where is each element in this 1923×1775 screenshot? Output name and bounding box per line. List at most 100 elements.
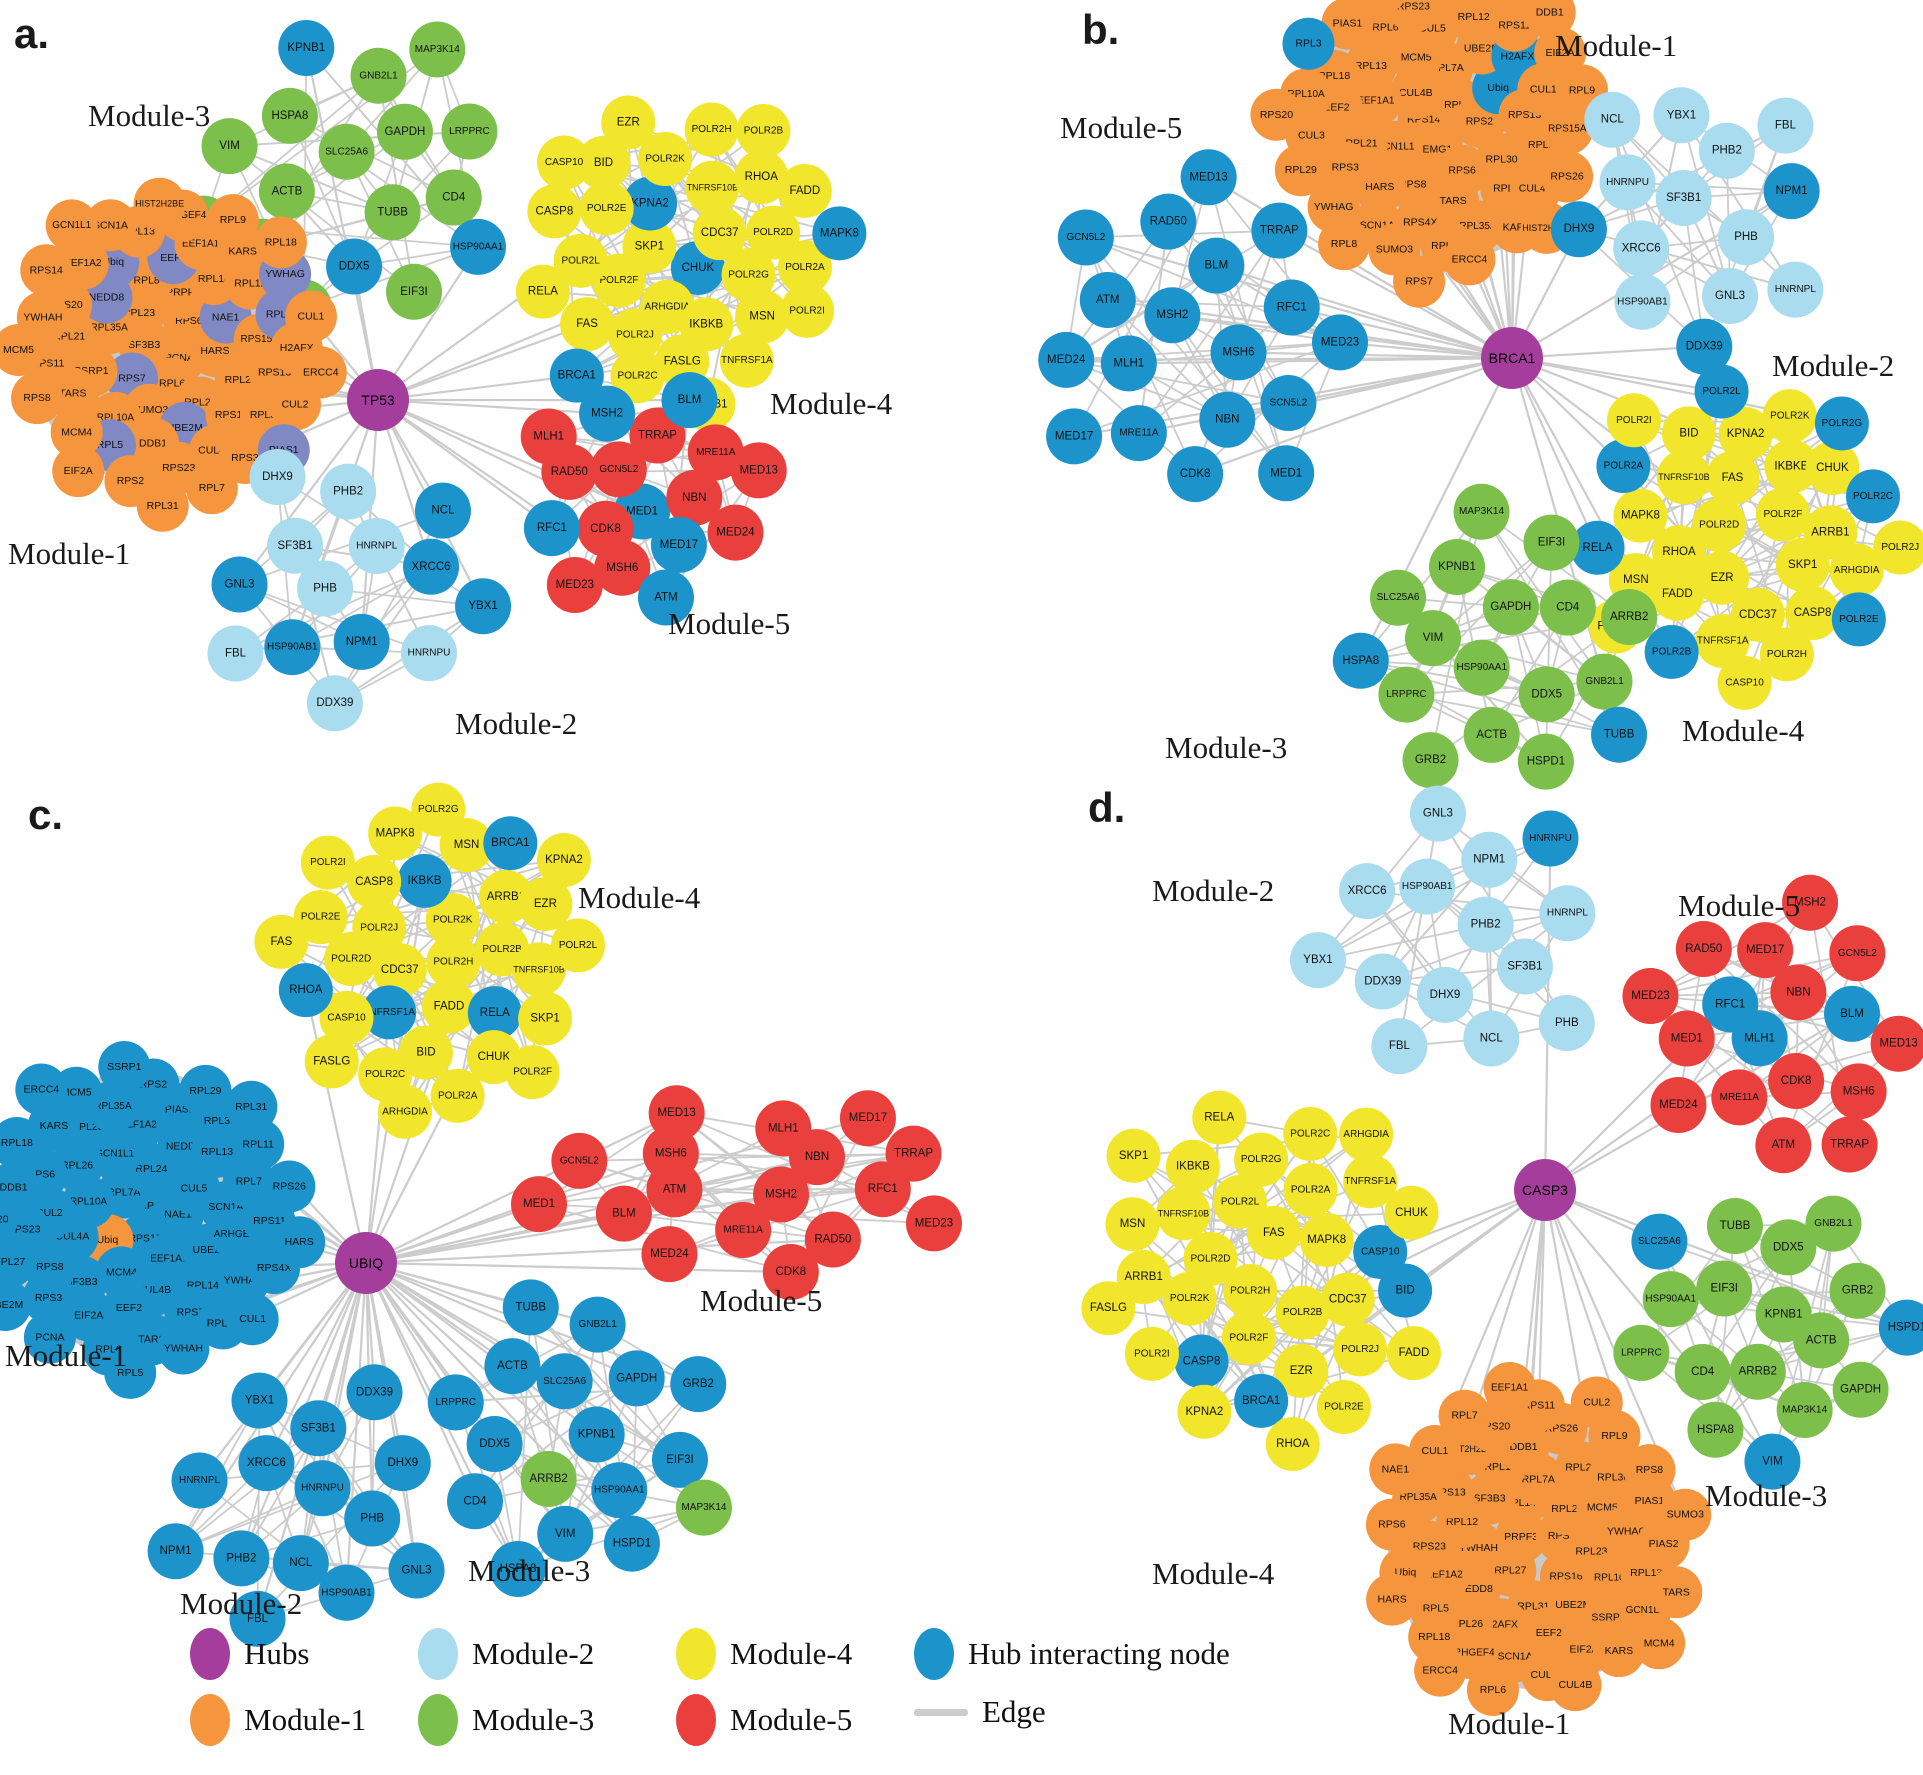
node-POLR2I[interactable]: POLR2I [1606, 393, 1661, 448]
node-LRPPRC[interactable]: LRPPRC [1378, 666, 1435, 723]
node-CDK8[interactable]: CDK8 [1167, 446, 1224, 503]
node-CDC37[interactable]: CDC37 [1320, 1272, 1375, 1327]
node-POLR2F[interactable]: POLR2F [1755, 487, 1810, 542]
node-POLR2D[interactable]: POLR2D [746, 205, 801, 260]
node-CASP10[interactable]: CASP10 [1717, 655, 1772, 710]
node-HSP90AA1[interactable]: HSP90AA1 [1642, 1271, 1699, 1328]
node-TNFRSF1A[interactable]: TNFRSF1A [362, 985, 417, 1040]
node-HNRNPU[interactable]: HNRNPU [1522, 810, 1579, 867]
node-DDX39[interactable]: DDX39 [346, 1364, 403, 1421]
node-EIF3I[interactable]: EIF3I [1523, 514, 1580, 571]
node-ARRB2[interactable]: ARRB2 [1601, 589, 1658, 646]
node-RHOA[interactable]: RHOA [1652, 525, 1707, 580]
node-MED1[interactable]: MED1 [510, 1176, 567, 1233]
node-FAS[interactable]: FAS [560, 297, 615, 352]
node-SKP1[interactable]: SKP1 [1106, 1128, 1161, 1183]
node-POLR2H[interactable]: POLR2H [684, 102, 739, 157]
node-ARHGDIA[interactable]: ARHGDIA [1829, 543, 1884, 598]
node-GNL3[interactable]: GNL3 [388, 1542, 445, 1599]
node-POLR2I[interactable]: POLR2I [300, 835, 355, 890]
node-POLR2H[interactable]: POLR2H [1759, 627, 1814, 682]
node-RPL29[interactable]: RPL29 [179, 1064, 232, 1117]
node-HSPA8[interactable]: HSPA8 [1332, 632, 1389, 689]
node-BLM[interactable]: BLM [661, 372, 718, 429]
node-PHB[interactable]: PHB [344, 1490, 401, 1547]
node-RPL29[interactable]: RPL29 [1274, 144, 1327, 197]
node-MAP3K14[interactable]: MAP3K14 [1776, 1382, 1833, 1439]
node-BLM[interactable]: BLM [595, 1185, 652, 1242]
node-RELA[interactable]: RELA [467, 986, 522, 1041]
node-DDB1[interactable]: DDB1 [0, 1161, 40, 1214]
node-RPL6[interactable]: RPL6 [1466, 1664, 1519, 1717]
node-RPL3[interactable]: RPL3 [1282, 17, 1335, 70]
node-MSH6[interactable]: MSH6 [594, 539, 651, 596]
node-POLR2G[interactable]: POLR2G [411, 782, 466, 837]
node-MED1[interactable]: MED1 [1258, 445, 1315, 502]
node-SF3B1[interactable]: SF3B1 [267, 517, 324, 574]
node-TUBB[interactable]: TUBB [364, 184, 421, 241]
node-NCL[interactable]: NCL [1463, 1010, 1520, 1067]
node-SLC25A6[interactable]: SLC25A6 [536, 1353, 593, 1410]
node-TNFRSF1A[interactable]: TNFRSF1A [719, 333, 774, 388]
node-RPL7[interactable]: RPL7 [185, 462, 238, 515]
node-FBL[interactable]: FBL [229, 1590, 286, 1647]
node-GAPDH[interactable]: GAPDH [1832, 1361, 1889, 1418]
node-HARS[interactable]: HARS [1366, 1573, 1419, 1626]
node-MED23[interactable]: MED23 [1312, 314, 1369, 371]
node-MSN[interactable]: MSN [735, 289, 790, 344]
node-MLH1[interactable]: MLH1 [755, 1100, 812, 1157]
node-NPM1[interactable]: NPM1 [1461, 831, 1518, 888]
node-NCL[interactable]: NCL [414, 482, 471, 539]
node-GNL3[interactable]: GNL3 [1409, 785, 1466, 842]
node-POLR2K[interactable]: POLR2K [425, 893, 480, 948]
node-POLR2L[interactable]: POLR2L [1212, 1174, 1267, 1229]
node-CHUK[interactable]: CHUK [1384, 1185, 1439, 1240]
node-XRCC6[interactable]: XRCC6 [238, 1435, 295, 1492]
node-CASP10[interactable]: CASP10 [1353, 1224, 1408, 1279]
node-MED17[interactable]: MED17 [839, 1090, 896, 1147]
node-POLR2E[interactable]: POLR2E [1316, 1380, 1371, 1435]
node-HNRNPL[interactable]: HNRNPL [171, 1452, 228, 1509]
node-CUL1[interactable]: CUL1 [284, 290, 337, 343]
node-GAPDH[interactable]: GAPDH [608, 1350, 665, 1407]
node-MAPK8[interactable]: MAPK8 [812, 206, 867, 261]
node-POLR2A[interactable]: POLR2A [1596, 439, 1651, 494]
node-SCN1A[interactable]: SCN1A [84, 199, 137, 252]
node-ARHGDIA[interactable]: ARHGDIA [1339, 1107, 1394, 1162]
node-GCN5L2[interactable]: GCN5L2 [1057, 209, 1114, 266]
node-TNFRSF10B[interactable]: TNFRSF10B [512, 942, 567, 997]
node-RPS20[interactable]: RPS20 [1250, 88, 1303, 141]
node-SCN5L2[interactable]: SCN5L2 [1260, 374, 1317, 431]
node-MCM4[interactable]: MCM4 [1633, 1617, 1686, 1670]
node-RPS26[interactable]: RPS26 [263, 1160, 316, 1213]
node-ERCC4[interactable]: ERCC4 [15, 1063, 68, 1116]
node-POLR2B[interactable]: POLR2B [736, 103, 791, 158]
node-ACTB[interactable]: ACTB [1463, 706, 1520, 763]
node-CASP10[interactable]: CASP10 [319, 990, 374, 1045]
node-EIF2A[interactable]: EIF2A [52, 445, 105, 498]
node-RPS8[interactable]: RPS8 [11, 372, 64, 425]
node-POLR2A[interactable]: POLR2A [1283, 1162, 1338, 1217]
node-CASP8[interactable]: CASP8 [527, 184, 582, 239]
node-HNRNPL[interactable]: HNRNPL [348, 518, 405, 575]
node-GRB2[interactable]: GRB2 [1402, 732, 1459, 789]
node-CDC37[interactable]: CDC37 [692, 206, 747, 261]
node-RAD50[interactable]: RAD50 [1140, 193, 1197, 250]
node-MRE11A[interactable]: MRE11A [687, 424, 744, 481]
node-HSP90AB1[interactable]: HSP90AB1 [1614, 273, 1671, 330]
node-RHOA[interactable]: RHOA [1265, 1417, 1320, 1472]
node-CD4[interactable]: CD4 [1539, 579, 1596, 636]
node-ATM[interactable]: ATM [1755, 1117, 1812, 1174]
node-YBX1[interactable]: YBX1 [1289, 932, 1346, 989]
node-GNL3[interactable]: GNL3 [1702, 267, 1759, 324]
node-HNRNPL[interactable]: HNRNPL [1767, 261, 1824, 318]
node-RELA[interactable]: RELA [1570, 520, 1625, 575]
node-NPM1[interactable]: NPM1 [147, 1523, 204, 1580]
node-POLR2G[interactable]: POLR2G [1234, 1132, 1289, 1187]
node-DDB1[interactable]: DDB1 [1523, 0, 1576, 39]
node-MED24[interactable]: MED24 [1038, 331, 1095, 388]
node-DHX9[interactable]: DHX9 [1416, 966, 1473, 1023]
node-BID[interactable]: BID [1378, 1263, 1433, 1318]
node-MED23[interactable]: MED23 [905, 1195, 962, 1252]
node-FADD[interactable]: FADD [421, 979, 476, 1034]
